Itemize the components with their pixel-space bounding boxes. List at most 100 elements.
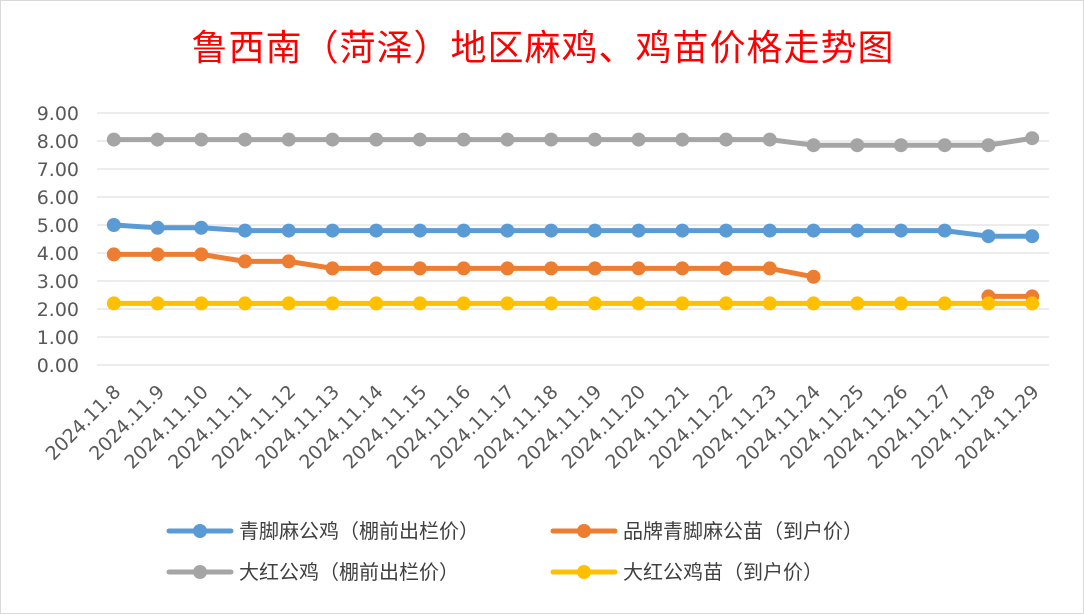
data-point: [762, 223, 777, 238]
data-point: [587, 132, 602, 147]
legend-marker: [193, 565, 207, 579]
y-tick-label: 4.00: [37, 243, 79, 265]
data-point: [325, 132, 340, 147]
data-point: [1025, 229, 1040, 244]
data-point: [150, 296, 165, 311]
y-tick-label: 7.00: [37, 159, 79, 181]
data-point: [281, 223, 296, 238]
data-point: [238, 223, 253, 238]
data-point: [850, 223, 865, 238]
legend-label: 青脚麻公鸡（棚前出栏价）: [239, 519, 479, 543]
data-point: [106, 247, 121, 262]
data-point: [631, 132, 646, 147]
data-point: [937, 223, 952, 238]
data-point: [981, 138, 996, 153]
y-tick-label: 6.00: [37, 187, 79, 209]
data-point: [806, 269, 821, 284]
series-line: [111, 222, 1035, 239]
data-point: [544, 132, 559, 147]
data-point: [238, 254, 253, 269]
data-point: [937, 296, 952, 311]
data-point: [412, 223, 427, 238]
data-point: [544, 261, 559, 276]
data-point: [719, 296, 734, 311]
y-tick-label: 9.00: [37, 103, 79, 125]
data-point: [106, 296, 121, 311]
data-point: [1025, 131, 1040, 146]
data-point: [456, 261, 471, 276]
data-point: [412, 132, 427, 147]
data-point: [238, 132, 253, 147]
data-point: [194, 132, 209, 147]
legend-label: 大红公鸡（棚前出栏价）: [239, 560, 459, 584]
data-point: [456, 296, 471, 311]
data-point: [850, 138, 865, 153]
chart-title: 鲁西南（菏泽）地区麻鸡、鸡苗价格走势图: [191, 28, 895, 69]
data-point: [806, 296, 821, 311]
y-tick-label: 8.00: [37, 131, 79, 153]
data-point: [106, 218, 121, 232]
data-point: [500, 261, 515, 276]
data-point: [369, 132, 384, 147]
data-point: [238, 296, 253, 311]
data-point: [981, 296, 996, 311]
data-point: [719, 223, 734, 238]
legend-marker: [577, 524, 591, 538]
data-point: [1025, 296, 1040, 311]
data-point: [631, 261, 646, 276]
y-tick-label: 2.00: [37, 299, 79, 321]
data-point: [500, 132, 515, 147]
series-line: [111, 135, 1035, 148]
data-point: [587, 223, 602, 238]
data-point: [850, 296, 865, 311]
data-point: [150, 247, 165, 262]
y-tick-label: 3.00: [37, 271, 79, 293]
data-point: [325, 261, 340, 276]
data-point: [587, 261, 602, 276]
data-point: [281, 132, 296, 147]
data-point: [719, 261, 734, 276]
data-point: [587, 296, 602, 311]
data-point: [675, 132, 690, 147]
data-point: [412, 261, 427, 276]
data-point: [544, 223, 559, 238]
data-point: [937, 138, 952, 153]
data-point: [369, 223, 384, 238]
data-point: [893, 223, 908, 238]
data-point: [631, 296, 646, 311]
data-point: [631, 223, 646, 238]
data-point: [150, 220, 165, 235]
data-point: [281, 296, 296, 311]
legend-label: 品牌青脚麻公苗（到户价）: [623, 519, 863, 543]
data-point: [719, 132, 734, 147]
data-point: [762, 296, 777, 311]
data-point: [675, 296, 690, 311]
data-point: [194, 296, 209, 311]
data-point: [981, 229, 996, 244]
data-point: [325, 296, 340, 311]
data-point: [150, 132, 165, 147]
legend-marker: [577, 565, 591, 579]
legend-label: 大红公鸡苗（到户价）: [623, 560, 823, 584]
data-point: [106, 132, 121, 147]
data-point: [500, 296, 515, 311]
y-tick-label: 1.00: [37, 327, 79, 349]
data-point: [194, 220, 209, 235]
data-point: [325, 223, 340, 238]
data-point: [762, 132, 777, 147]
data-point: [806, 223, 821, 238]
data-point: [893, 138, 908, 153]
y-tick-label: 5.00: [37, 215, 79, 237]
data-point: [456, 223, 471, 238]
y-tick-label: 0.00: [37, 355, 79, 377]
data-point: [369, 296, 384, 311]
data-point: [762, 261, 777, 276]
data-point: [893, 296, 908, 311]
data-point: [194, 247, 209, 262]
data-point: [500, 223, 515, 238]
data-point: [412, 296, 427, 311]
data-point: [675, 261, 690, 276]
data-point: [544, 296, 559, 311]
